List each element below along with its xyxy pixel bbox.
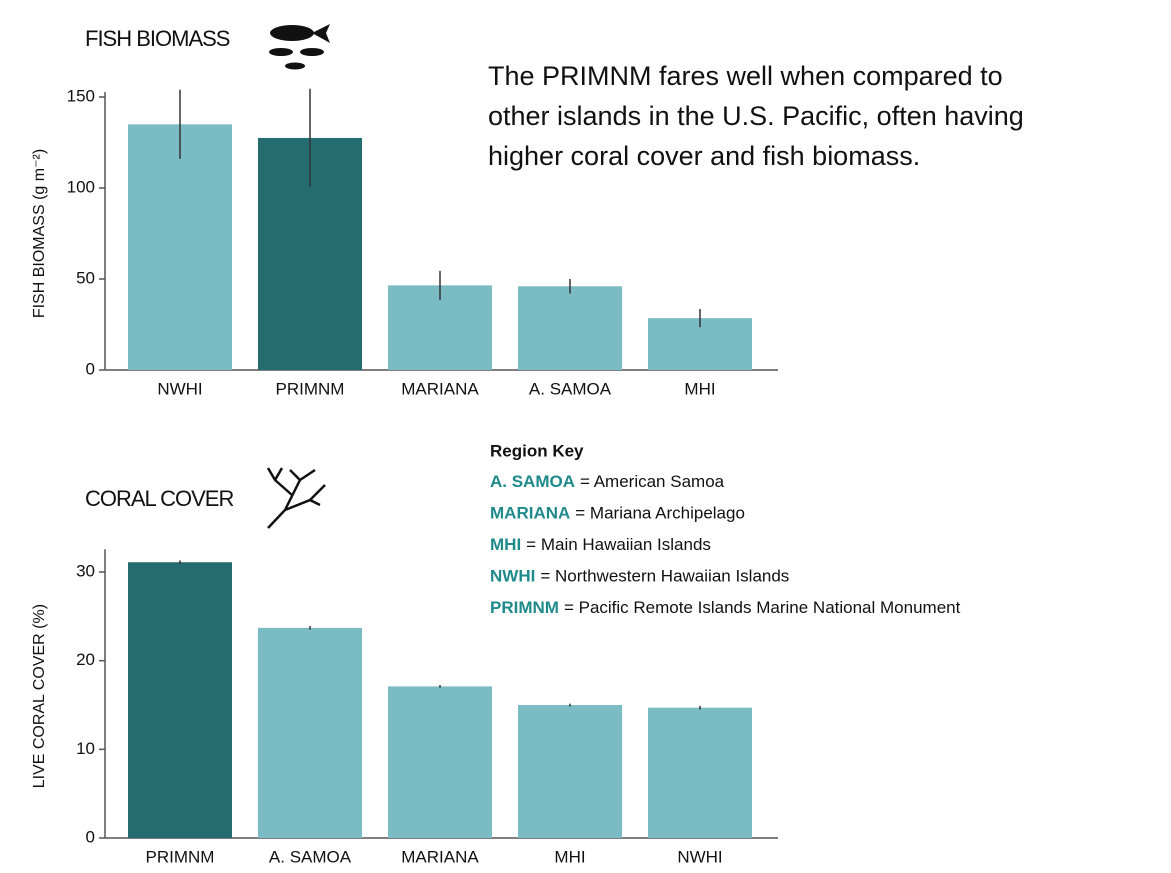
region-name: = Pacific Remote Islands Marine National… xyxy=(564,598,961,617)
chart-title: CORAL COVER xyxy=(85,486,233,511)
region-key-entry: NWHI = Northwestern Hawaiian Islands xyxy=(490,567,789,586)
y-tick-label: 20 xyxy=(76,650,95,669)
region-abbr: A. SAMOA xyxy=(490,472,575,491)
x-tick-label: PRIMNM xyxy=(146,847,215,866)
region-name: = Mariana Archipelago xyxy=(575,504,745,523)
fish-icon xyxy=(269,24,330,70)
y-axis-label: FISH BIOMASS (g m⁻²) xyxy=(31,149,48,318)
bar xyxy=(258,627,362,838)
x-tick-label: NWHI xyxy=(677,847,722,866)
y-tick-label: 0 xyxy=(86,827,95,846)
bar xyxy=(128,562,232,838)
y-tick-label: 100 xyxy=(67,177,95,196)
bar xyxy=(388,686,492,838)
description-line: other islands in the U.S. Pacific, often… xyxy=(488,101,1024,131)
chart-title: FISH BIOMASS xyxy=(85,26,230,51)
region-name: = Main Hawaiian Islands xyxy=(526,535,711,554)
region-key-entry: A. SAMOA = American Samoa xyxy=(490,472,725,491)
y-tick-label: 50 xyxy=(76,268,95,287)
y-tick-label: 0 xyxy=(86,359,95,378)
region-key-entry: PRIMNM = Pacific Remote Islands Marine Na… xyxy=(490,598,961,617)
region-abbr: NWHI xyxy=(490,567,535,586)
bar xyxy=(518,286,622,370)
coral-icon xyxy=(266,467,326,529)
region-abbr: MARIANA xyxy=(490,504,570,523)
description-line: higher coral cover and fish biomass. xyxy=(488,141,920,171)
region-abbr: PRIMNM xyxy=(490,598,559,617)
region-name: = American Samoa xyxy=(580,472,725,491)
bar xyxy=(128,124,232,370)
y-tick-label: 10 xyxy=(76,739,95,758)
y-tick-label: 30 xyxy=(76,561,95,580)
x-tick-label: MARIANA xyxy=(401,379,479,398)
x-tick-label: MHI xyxy=(684,379,715,398)
region-key-entry: MHI = Main Hawaiian Islands xyxy=(490,535,711,554)
x-tick-label: MARIANA xyxy=(401,847,479,866)
x-tick-label: MHI xyxy=(554,847,585,866)
x-tick-label: A. SAMOA xyxy=(529,379,612,398)
bar xyxy=(648,707,752,838)
region-key-title: Region Key xyxy=(490,441,584,460)
region-abbr: MHI xyxy=(490,535,521,554)
x-tick-label: PRIMNM xyxy=(276,379,345,398)
x-tick-label: A. SAMOA xyxy=(269,847,352,866)
y-tick-label: 150 xyxy=(67,86,95,105)
description-line: The PRIMNM fares well when compared to xyxy=(488,61,1003,91)
bar xyxy=(518,705,622,838)
region-key-entry: MARIANA = Mariana Archipelago xyxy=(490,504,745,523)
region-name: = Northwestern Hawaiian Islands xyxy=(540,567,789,586)
y-axis-label: LIVE CORAL COVER (%) xyxy=(31,604,48,788)
x-tick-label: NWHI xyxy=(157,379,202,398)
